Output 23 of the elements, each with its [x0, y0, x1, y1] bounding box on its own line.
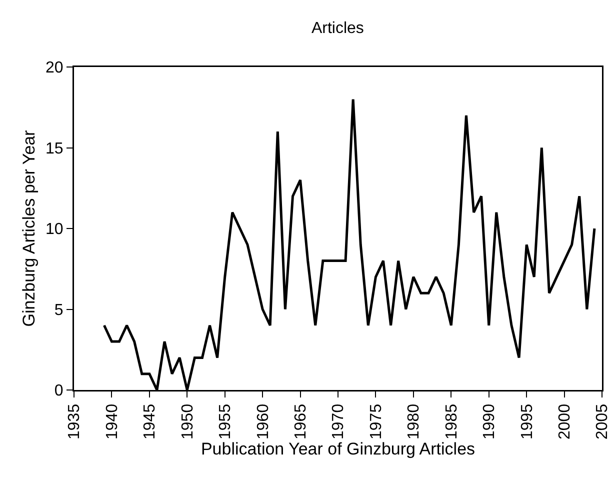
x-tick-label: 1995 [518, 404, 536, 440]
y-tick-label: 0 [54, 382, 64, 400]
y-tick-label: 20 [46, 60, 64, 77]
chart-title: Articles [311, 20, 364, 37]
x-tick-label: 2005 [594, 404, 612, 440]
y-tick-label: 15 [46, 140, 64, 158]
x-tick-label: 1990 [481, 404, 498, 440]
x-tick-label: 1950 [179, 404, 196, 440]
x-tick-label: 1985 [443, 404, 460, 440]
x-tick-label: 1975 [368, 404, 385, 440]
y-tick-label: 10 [46, 221, 64, 238]
y-axis-title: Ginzburg Articles per Year [19, 130, 38, 327]
x-tick-label: 1945 [142, 404, 159, 440]
x-axis-title: Publication Year of Ginzburg Articles [200, 440, 476, 459]
x-tick-label: 1960 [254, 404, 272, 440]
y-tick-label: 5 [54, 302, 64, 319]
x-tick-label: 1965 [292, 404, 310, 440]
x-tick-label: 1935 [66, 404, 84, 440]
x-tick-label: 2000 [556, 404, 574, 440]
x-tick-label: 1970 [330, 404, 348, 440]
x-tick-label: 1955 [217, 404, 234, 440]
x-tick-label: 1940 [104, 404, 121, 440]
x-tick-label: 1980 [406, 404, 423, 440]
